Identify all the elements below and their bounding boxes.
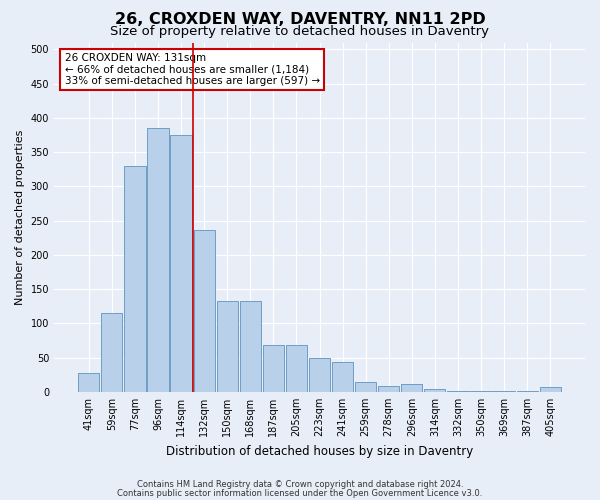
Bar bbox=[355, 382, 376, 392]
Bar bbox=[217, 301, 238, 392]
Text: Contains public sector information licensed under the Open Government Licence v3: Contains public sector information licen… bbox=[118, 488, 482, 498]
Bar bbox=[101, 313, 122, 392]
Bar bbox=[332, 362, 353, 392]
Y-axis label: Number of detached properties: Number of detached properties bbox=[15, 130, 25, 305]
Bar bbox=[378, 386, 400, 392]
Bar bbox=[170, 135, 191, 392]
Text: 26 CROXDEN WAY: 131sqm
← 66% of detached houses are smaller (1,184)
33% of semi-: 26 CROXDEN WAY: 131sqm ← 66% of detached… bbox=[65, 53, 320, 86]
Bar bbox=[517, 391, 538, 392]
Bar bbox=[286, 346, 307, 392]
Bar bbox=[124, 166, 146, 392]
Bar bbox=[194, 230, 215, 392]
Bar bbox=[148, 128, 169, 392]
Bar bbox=[401, 384, 422, 392]
X-axis label: Distribution of detached houses by size in Daventry: Distribution of detached houses by size … bbox=[166, 444, 473, 458]
Bar bbox=[539, 387, 561, 392]
Bar bbox=[239, 301, 261, 392]
Bar bbox=[470, 391, 491, 392]
Bar bbox=[448, 391, 469, 392]
Bar bbox=[309, 358, 330, 392]
Bar bbox=[263, 346, 284, 392]
Text: Size of property relative to detached houses in Daventry: Size of property relative to detached ho… bbox=[110, 25, 490, 38]
Text: 26, CROXDEN WAY, DAVENTRY, NN11 2PD: 26, CROXDEN WAY, DAVENTRY, NN11 2PD bbox=[115, 12, 485, 28]
Bar bbox=[424, 389, 445, 392]
Text: Contains HM Land Registry data © Crown copyright and database right 2024.: Contains HM Land Registry data © Crown c… bbox=[137, 480, 463, 489]
Bar bbox=[78, 374, 100, 392]
Bar bbox=[493, 391, 515, 392]
